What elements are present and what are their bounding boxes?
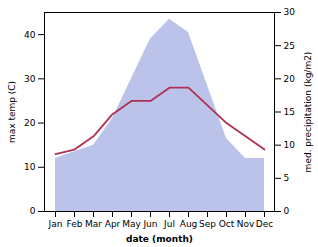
svg-text:med. precipitation (kg/m2): med. precipitation (kg/m2): [303, 52, 313, 173]
svg-text:25: 25: [284, 41, 295, 51]
svg-text:Aug: Aug: [180, 219, 198, 229]
svg-text:May: May: [122, 219, 141, 229]
svg-text:Nov: Nov: [237, 219, 255, 229]
svg-text:0: 0: [284, 206, 290, 216]
svg-text:5: 5: [284, 173, 290, 183]
svg-text:max temp (C): max temp (C): [7, 81, 17, 143]
svg-text:20: 20: [284, 74, 296, 84]
svg-text:10: 10: [284, 140, 296, 150]
svg-text:10: 10: [24, 162, 36, 172]
svg-text:0: 0: [30, 206, 36, 216]
svg-text:40: 40: [24, 29, 36, 39]
svg-text:date (month): date (month): [126, 234, 193, 244]
svg-text:30: 30: [284, 7, 296, 17]
svg-text:Oct: Oct: [219, 219, 235, 229]
svg-text:Jun: Jun: [142, 219, 157, 229]
svg-text:Sep: Sep: [199, 219, 216, 229]
svg-text:Jan: Jan: [48, 219, 63, 229]
svg-text:Apr: Apr: [105, 219, 121, 229]
svg-text:Mar: Mar: [85, 219, 102, 229]
svg-text:Feb: Feb: [67, 219, 83, 229]
svg-text:Jul: Jul: [163, 219, 175, 229]
svg-text:30: 30: [24, 74, 36, 84]
svg-text:Dec: Dec: [256, 219, 273, 229]
svg-text:15: 15: [284, 107, 295, 117]
svg-text:20: 20: [24, 118, 36, 128]
